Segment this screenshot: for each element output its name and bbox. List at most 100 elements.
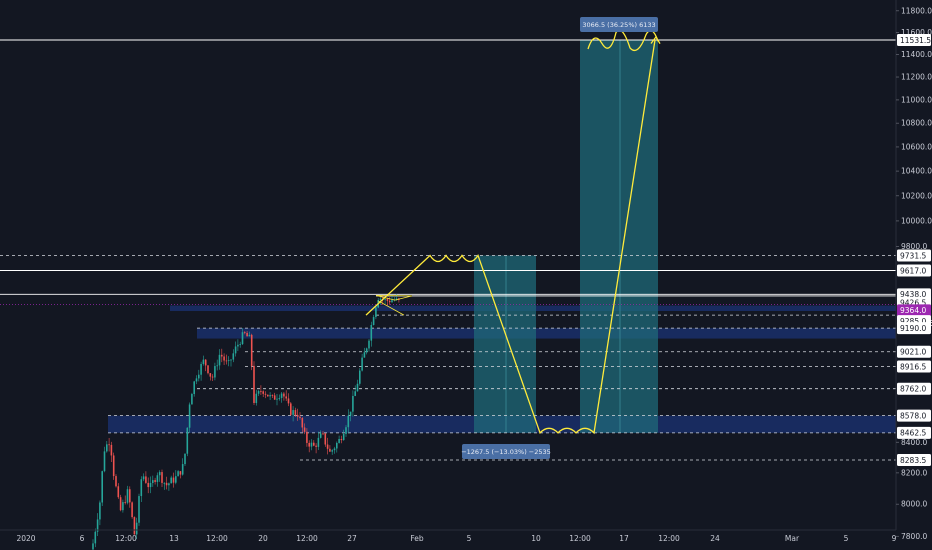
level-tag[interactable] [897,34,931,46]
level-tag[interactable] [897,382,931,395]
candle-body [237,344,239,347]
candle-body [145,476,147,483]
time-tick-label: 9 [892,534,897,543]
level-tag[interactable] [897,360,931,373]
candle-body [386,298,389,301]
candle-body [255,393,258,403]
candle-body [363,352,366,358]
candle-body [264,393,267,395]
candle-body [117,486,120,498]
projection-layer [365,29,661,435]
candle-body [119,497,122,511]
candle-body [207,365,209,374]
candle-body [290,403,292,415]
level-tag-label: 9364.0 [900,306,926,315]
candle-body [149,482,152,488]
candle-body [342,433,345,441]
time-tick-label: 12:00 [206,534,228,543]
candle-body [359,370,361,384]
candle-body [395,298,398,300]
measure-badge [580,17,658,32]
candle-body [115,476,117,487]
candle-body [161,472,163,483]
candle-body [271,395,274,396]
level-tag[interactable] [897,249,931,262]
candle-body [216,365,218,367]
price-axis[interactable]: 11800.0 11600.0 11400.0 11200.0 11000.0 10800… [895,0,932,541]
candle-body [267,394,269,397]
candle-body [112,455,115,477]
candle-body [124,502,126,503]
level-tag[interactable] [897,304,931,317]
candle-body [384,298,386,300]
candle-body [361,357,363,371]
time-tick-label: 17 [619,534,629,543]
candle-body [370,324,373,341]
time-axis[interactable]: 2020 6 12:00 13 12:00 20 12:00 27 Feb 5 10 12:00 17 1… [0,529,897,543]
level-tag[interactable] [897,345,931,358]
level-tags-layer: 11531.59731.59617.09438.09426.59364.003:… [897,34,932,466]
candle-body [106,444,108,452]
candle-body [269,395,271,397]
level-tag[interactable] [897,426,931,439]
candle-body [324,433,327,445]
short-target-box [474,255,536,433]
candle-body [276,398,278,400]
time-tick-label: 13 [169,534,179,543]
candle-body [193,381,195,394]
candle-body [140,479,143,497]
candle-body [200,363,202,375]
level-tag-label: 9285.0 [900,317,926,326]
candle-body [391,300,393,303]
candle-body [232,353,235,360]
candle-body [283,393,285,397]
candle-body [227,360,230,362]
candle-body [211,376,214,378]
time-tick-label: 12:00 [569,534,591,543]
candle-body [163,482,166,484]
candle-body [306,431,308,443]
candle-body [253,365,255,403]
candle-body [234,346,237,354]
candle-body [195,378,198,382]
level-tag-label: 9438.0 [900,290,926,299]
level-tag-label: 9617.0 [900,266,926,275]
price-tick-label: 10800.0 [901,119,932,128]
price-tick-label: 8400.0 [901,438,927,447]
candle-body [372,317,375,325]
candle-body [154,480,156,482]
time-tick-label: 20 [258,534,268,543]
horizontal-levels-layer [0,39,896,461]
level-tag[interactable] [897,264,931,277]
candle-body [184,453,186,465]
candle-body [177,471,179,477]
candle-body [262,391,264,394]
triangle-pattern-leg [377,300,405,316]
price-tick-label: 11000.0 [901,95,932,104]
candle-body [214,366,216,378]
candle-body [142,476,145,480]
candle-body [230,359,232,361]
price-tick-label: 8200.0 [901,468,927,477]
level-tag[interactable] [897,322,931,335]
candle-body [296,414,299,417]
level-tag[interactable] [897,454,931,466]
candle-body [299,416,301,418]
candle-body [158,472,161,476]
candle-body [147,482,149,488]
candle-body [349,411,352,416]
candle-body [191,393,193,405]
level-tag-label: 9021.0 [900,348,926,357]
candle-body [188,404,191,428]
candle-body [287,398,290,404]
level-tag-label: 8462.5 [900,429,926,438]
candle-body [315,445,317,447]
candle-body [110,444,113,456]
measure-badge-label: −1267.5 (−13.03%) −2535 [461,448,551,456]
level-tag[interactable] [897,409,931,422]
candle-body [129,489,131,503]
candle-body [131,502,133,518]
candle-body [94,531,97,544]
time-tick-label: Mar [785,534,800,543]
